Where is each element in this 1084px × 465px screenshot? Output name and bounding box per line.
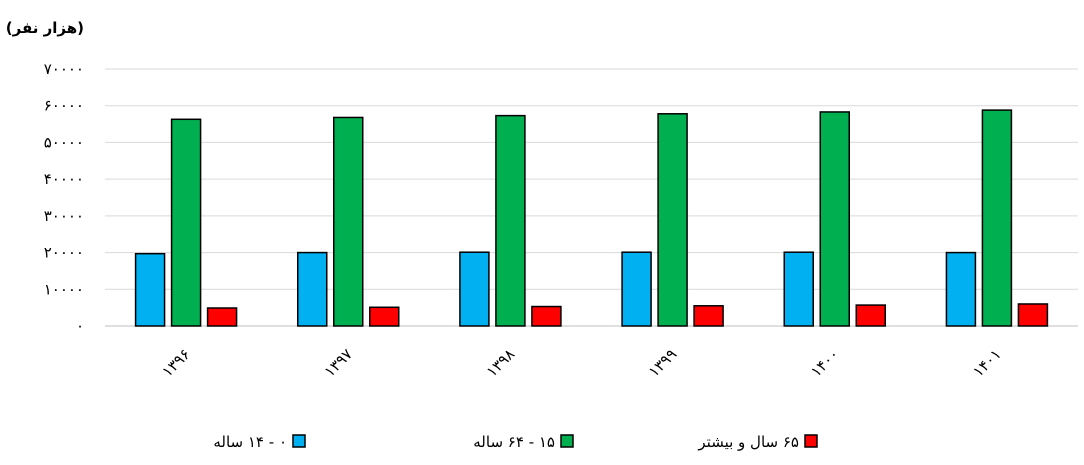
bar: [981, 109, 1013, 327]
bar: [657, 113, 688, 327]
y-tick-label: ۱۰۰۰۰: [44, 280, 84, 298]
x-category-label: ۱۳۹۸: [483, 345, 519, 381]
bars: [134, 109, 1049, 327]
legend-label: ۶۵ سال و بیشتر: [697, 433, 799, 451]
y-tick-label: ۰: [76, 317, 84, 335]
bar: [783, 251, 814, 327]
bar: [1017, 303, 1049, 327]
bar: [459, 251, 490, 327]
x-category-label: ۱۴۰۰: [807, 345, 843, 381]
legend-label: ۰ - ۱۴ ساله: [213, 433, 287, 451]
grid-lines: [105, 68, 1078, 327]
y-tick-label: ۵۰۰۰۰: [44, 133, 84, 151]
bar: [369, 306, 400, 327]
bar: [170, 118, 202, 327]
legend: ۰ - ۱۴ ساله ۱۵ - ۶۴ ساله ۶۵ سال و بیشتر: [213, 433, 818, 451]
y-tick-label: ۳۰۰۰۰: [44, 207, 84, 225]
x-category-labels: ۱۳۹۶ ۱۳۹۷ ۱۳۹۸ ۱۳۹۹ ۱۴۰۰ ۱۴۰۱: [158, 345, 1004, 381]
legend-swatch: [804, 434, 818, 448]
bar: [693, 305, 724, 327]
x-category-label: ۱۳۹۷: [321, 345, 357, 381]
legend-label: ۱۵ - ۶۴ ساله: [473, 433, 555, 451]
bar: [495, 114, 526, 327]
y-unit-label: (هزار نفر): [6, 19, 84, 37]
y-tick-label: ۲۰۰۰۰: [44, 244, 84, 262]
bar: [297, 251, 328, 327]
bar: [621, 251, 652, 327]
y-tick-labels: ۰ ۱۰۰۰۰ ۲۰۰۰۰ ۳۰۰۰۰ ۴۰۰۰۰ ۵۰۰۰۰ ۶۰۰۰۰ ۷۰۰۰۰: [44, 60, 84, 335]
bar: [333, 116, 364, 327]
x-category-label: ۱۳۹۶: [158, 345, 194, 381]
bar: [206, 307, 238, 327]
bar: [531, 305, 562, 327]
legend-swatch: [560, 434, 574, 448]
x-category-label: ۱۴۰۱: [969, 345, 1005, 381]
y-tick-label: ۷۰۰۰۰: [44, 60, 84, 78]
bar: [819, 111, 850, 327]
y-tick-label: ۴۰۰۰۰: [44, 170, 84, 188]
legend-swatch: [292, 434, 306, 448]
bar: [945, 251, 977, 327]
y-tick-label: ۶۰۰۰۰: [44, 97, 84, 115]
bar: [134, 252, 166, 327]
bar: [855, 304, 886, 327]
x-category-label: ۱۳۹۹: [645, 345, 681, 381]
